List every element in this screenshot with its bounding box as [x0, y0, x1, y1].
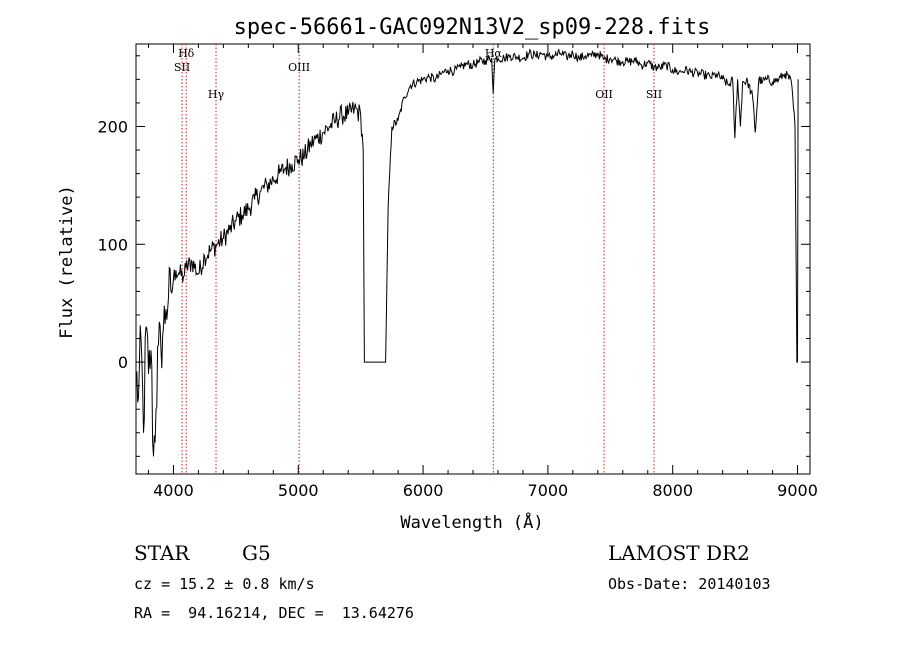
chart-title: spec-56661-GAC092N13V2_sp09-228.fits [234, 15, 711, 40]
y-axis: 0 100 200 [97, 55, 810, 457]
object-class: STAR [134, 541, 190, 565]
marker-label-5: OII [595, 88, 613, 101]
y-tick-label: 100 [97, 235, 128, 254]
redshift-readout: cz = 15.2 ± 0.8 km/s [134, 575, 315, 593]
x-axis-label: Wavelength (Å) [400, 511, 543, 533]
marker-label-0: SII [174, 61, 190, 74]
x-tick-label: 6000 [403, 481, 444, 500]
coordinates-readout: RA = 94.16214, DEC = 13.64276 [134, 604, 414, 622]
marker-label-1: Hδ [178, 47, 195, 60]
x-tick-label: 7000 [528, 481, 569, 500]
x-tick-label: 5000 [278, 481, 319, 500]
marker-label-6: SII [646, 88, 662, 101]
y-axis-label: Flux (relative) [57, 185, 77, 339]
x-axis: 4000 5000 6000 7000 8000 9000 [147, 44, 818, 500]
marker-label-2: Hγ [208, 88, 225, 101]
plot-frame [135, 43, 811, 475]
x-tick-label: 9000 [777, 481, 818, 500]
observation-date: Obs-Date: 20140103 [608, 575, 771, 593]
object-subclass: G5 [242, 541, 271, 565]
x-tick-label: 8000 [652, 481, 693, 500]
marker-label-3: OIII [288, 61, 310, 74]
y-tick-label: 0 [118, 353, 128, 372]
spectrum-series-line [135, 48, 799, 457]
survey-name: LAMOST DR2 [608, 541, 750, 565]
y-tick-label: 200 [97, 117, 128, 136]
x-tick-label: 4000 [153, 481, 194, 500]
